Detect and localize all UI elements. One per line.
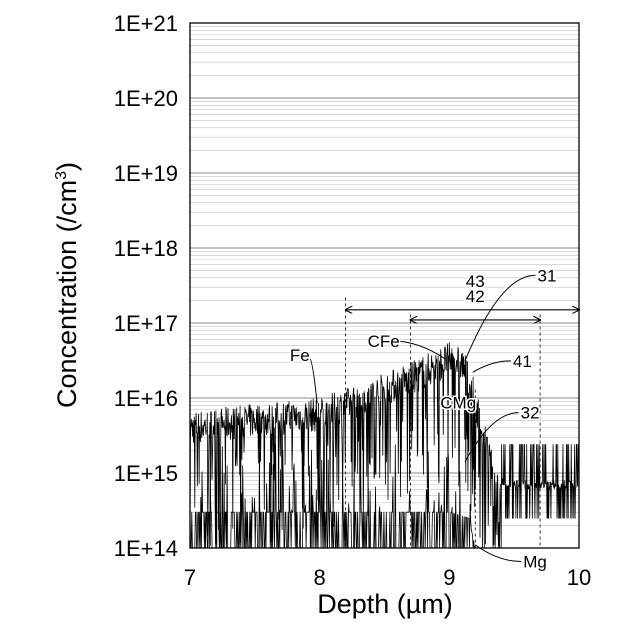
y-axis-title-close: ) [52,162,82,171]
series-line-fe [190,343,579,548]
y-tick-label: 1E+18 [114,236,178,261]
x-tick-label: 7 [184,565,196,590]
x-axis-title: Depth (µm) [317,589,453,619]
x-tick-label: 10 [567,565,591,590]
y-tick-label: 1E+14 [114,536,178,561]
annotation-label-31: 31 [538,266,557,285]
annotation-label-42: 42 [466,287,485,306]
annotation-label-32: 32 [521,404,540,423]
y-tick-label: 1E+16 [114,386,178,411]
annotation-label-41: 41 [513,352,532,371]
y-axis-title-superscript: 3 [53,171,70,180]
y-tick-label: 1E+15 [114,461,178,486]
plot-data [190,343,579,548]
y-axis-title-main: Concentration (/cm [52,180,82,408]
y-tick-label: 1E+19 [114,161,178,186]
y-tick-label: 1E+17 [114,311,178,336]
x-tick-label: 8 [314,565,326,590]
annotation-label-mg: Mg [523,552,547,571]
annotation-label-cmg: CMg [440,394,476,413]
y-tick-label: 1E+21 [114,11,178,36]
y-tick-label: 1E+20 [114,86,178,111]
y-axis-title: Concentration (/cm3) [52,162,82,408]
leader-line-41 [473,361,511,372]
x-tick-label: 9 [443,565,455,590]
annotation-label-fe: Fe [290,346,310,365]
annotation-label-cfe: CFe [368,332,400,351]
